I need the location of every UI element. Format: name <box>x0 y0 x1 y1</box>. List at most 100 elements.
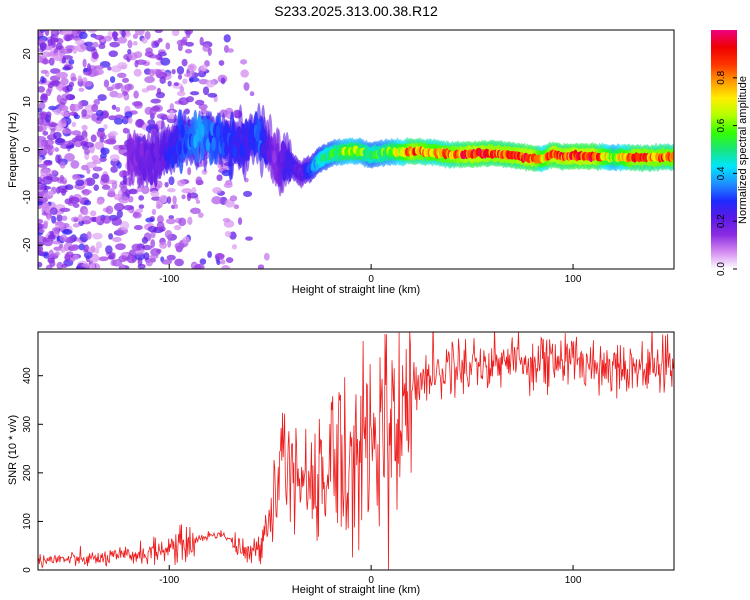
spectral-blob <box>48 249 54 259</box>
spectral-blob <box>166 254 176 261</box>
spectral-blob <box>122 77 130 83</box>
spectral-blob <box>93 184 99 191</box>
spectral-blob <box>61 48 72 54</box>
spectral-blob <box>39 112 47 120</box>
ridge-segment <box>159 144 164 159</box>
spectral-blob <box>53 109 62 116</box>
spectral-blob <box>103 124 108 130</box>
spectral-blob <box>79 233 89 243</box>
spectral-blob <box>195 199 201 204</box>
spectral-blob <box>176 66 185 75</box>
spectral-blob <box>48 105 57 111</box>
spectral-blob <box>64 184 74 191</box>
spectral-blob <box>53 55 60 61</box>
spectral-blob <box>141 185 150 195</box>
x-tick-label: -100 <box>159 575 179 586</box>
spectral-blob <box>95 109 104 117</box>
spectral-blob <box>49 207 58 215</box>
ridge-segment <box>126 138 132 153</box>
x-tick-label: 100 <box>565 274 582 285</box>
spectral-blob <box>115 243 126 251</box>
spectral-blob <box>50 30 58 35</box>
spectral-blob <box>116 161 122 169</box>
spectral-blob <box>52 37 59 43</box>
spectral-blob <box>89 262 96 269</box>
spectral-blob <box>186 192 192 202</box>
spectral-blob <box>61 129 72 134</box>
spectral-blob <box>58 105 69 112</box>
colorbar: 0.0 0.2 0.4 0.6 0.8 Normalized spectral ampl… <box>711 30 749 276</box>
spectral-blob <box>120 263 126 269</box>
spectral-blob <box>40 69 48 74</box>
spectral-blob <box>81 189 92 195</box>
spectral-blob <box>57 71 68 79</box>
spectral-blob <box>134 59 139 68</box>
spectral-blob <box>78 87 85 92</box>
spectral-blob <box>227 48 234 53</box>
spectral-blob <box>143 252 150 261</box>
snr-frame <box>37 331 675 571</box>
spectral-blob <box>110 65 122 73</box>
spectral-blob <box>134 252 146 261</box>
spectral-blob <box>38 223 45 230</box>
spectral-blob <box>70 76 77 82</box>
spectral-blob <box>181 58 188 67</box>
spectral-blob <box>127 117 133 124</box>
spectral-blob <box>138 195 145 201</box>
spectral-blob <box>61 263 68 269</box>
spectral-blob <box>58 223 65 229</box>
snr-panel: -100 0 100 0 100 200 300 400 Height of straigh… <box>7 331 675 596</box>
spectral-blob <box>49 259 56 268</box>
spectral-blob <box>47 83 54 89</box>
spectral-blob <box>66 84 73 92</box>
spectral-blob <box>81 164 89 171</box>
spectral-blob <box>223 182 233 189</box>
spectral-blob <box>159 76 166 84</box>
spectral-blob <box>127 40 133 49</box>
spectral-blob <box>81 124 88 131</box>
spectral-blob <box>207 47 212 57</box>
spectral-blob <box>113 117 124 125</box>
ridge-segment <box>211 136 216 151</box>
spectral-blob <box>38 250 46 256</box>
spectral-blob <box>93 65 104 70</box>
spectral-blob <box>189 64 195 70</box>
spectral-blob <box>60 111 70 117</box>
y-tick-label: 100 <box>22 513 33 530</box>
spectral-blob <box>172 195 177 205</box>
spectral-blob <box>150 98 161 104</box>
spectral-blob <box>124 83 134 91</box>
ridge-segment <box>262 128 267 143</box>
spectral-blob <box>116 209 123 219</box>
spectral-blob <box>184 108 190 115</box>
spectral-blob <box>55 42 63 50</box>
spectral-blob <box>92 232 103 240</box>
spectral-blob <box>187 167 192 176</box>
spectral-blob <box>161 259 173 265</box>
colorbar-gradient <box>711 30 737 269</box>
y-tick-label: 300 <box>22 416 33 433</box>
spectral-blob <box>84 41 94 47</box>
spectral-blob <box>111 181 118 190</box>
spectral-blob <box>133 51 143 59</box>
spectral-blob <box>107 188 116 198</box>
spectral-blob <box>127 48 132 55</box>
spectral-blob <box>38 261 43 268</box>
spectral-blob <box>71 130 82 136</box>
spectral-blob <box>171 68 176 75</box>
spectral-blob <box>38 124 47 132</box>
spectral-blob <box>120 221 130 230</box>
spectral-blob <box>64 198 72 205</box>
spectral-blob <box>58 188 68 193</box>
spectral-blob <box>108 233 114 240</box>
spectral-blob <box>95 119 102 125</box>
spectral-blob <box>38 118 41 123</box>
spectral-blob <box>100 147 110 155</box>
spectral-blob <box>220 77 226 85</box>
spectral-blob <box>169 109 175 119</box>
spectral-blob <box>200 64 208 72</box>
x-tick-label: 0 <box>368 274 374 285</box>
spectral-blob <box>237 217 243 225</box>
y-tick-label: 400 <box>22 367 33 384</box>
